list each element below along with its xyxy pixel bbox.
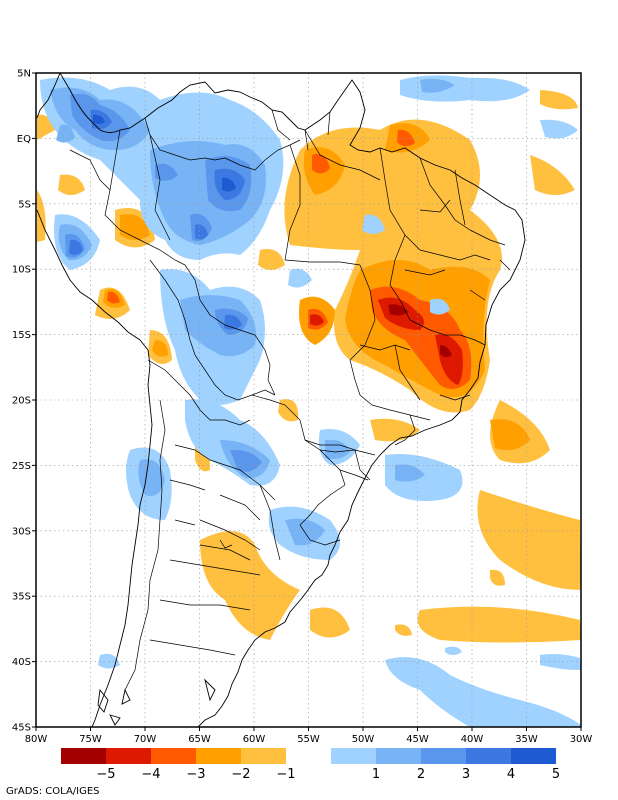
x-tick-label: 75W [79,734,102,745]
grid-lines [36,73,581,727]
colorbar-label: −4 [141,767,160,782]
colorbar-label: 1 [372,767,380,782]
x-axis-labels: 80W 75W 70W 65W 60W 55W 50W 45W 40W 35W 30W [25,734,593,745]
colorbar-labels: −5 −4 −3 −2 −1 1 2 3 4 5 [96,767,560,782]
colorbar-swatch [286,748,331,764]
y-tick-label: 10S [12,265,31,276]
colorbar-swatch [241,748,286,764]
west-coast [36,209,153,727]
y-tick-label: EQ [17,134,31,145]
y-axis-labels: 5N EQ 5S 10S 15S 20S 25S 30S 35S 40S 45S [12,69,31,734]
colorbar [61,748,556,764]
y-tick-label: 5S [18,199,31,210]
colorbar-swatch [106,748,151,764]
y-tick-label: 40S [12,657,31,668]
colorbar-label: 4 [507,767,515,782]
x-tick-label: 35W [515,734,538,745]
colorbar-label: −1 [276,767,295,782]
colorbar-label: −2 [231,767,250,782]
y-tick-label: 45S [12,723,31,734]
x-tick-label: 30W [570,734,593,745]
y-tick-label: 25S [12,461,31,472]
y-tick-label: 20S [12,396,31,407]
country-borders [69,109,511,691]
x-tick-label: 80W [25,734,48,745]
anomaly-shading [37,75,581,727]
x-axis-ticks [35,727,582,731]
colorbar-swatch [331,748,376,764]
colorbar-label: 2 [417,767,425,782]
y-axis-ticks [32,72,36,728]
x-tick-label: 60W [243,734,266,745]
x-tick-label: 55W [297,734,320,745]
colorbar-label: 5 [552,767,560,782]
x-tick-label: 65W [188,734,211,745]
colorbar-label: −5 [96,767,115,782]
x-tick-label: 40W [461,734,484,745]
y-tick-label: 30S [12,526,31,537]
credit-text: GrADS: COLA/IGES [6,786,100,797]
y-tick-label: 35S [12,592,31,603]
y-tick-label: 5N [17,69,31,80]
colorbar-swatch [61,748,106,764]
colorbar-swatch [511,748,556,764]
south-america-coast [59,73,526,727]
x-tick-label: 70W [134,734,157,745]
colorbar-label: −3 [186,767,205,782]
colorbar-swatch [376,748,421,764]
colorbar-label: 3 [462,767,470,782]
x-tick-label: 45W [406,734,429,745]
y-tick-label: 15S [12,330,31,341]
colorbar-swatch [151,748,196,764]
coastlines [36,73,526,727]
colorbar-swatch [196,748,241,764]
x-tick-label: 50W [352,734,375,745]
colorbar-swatch [466,748,511,764]
pacific-coast [36,73,61,119]
colorbar-swatch [421,748,466,764]
